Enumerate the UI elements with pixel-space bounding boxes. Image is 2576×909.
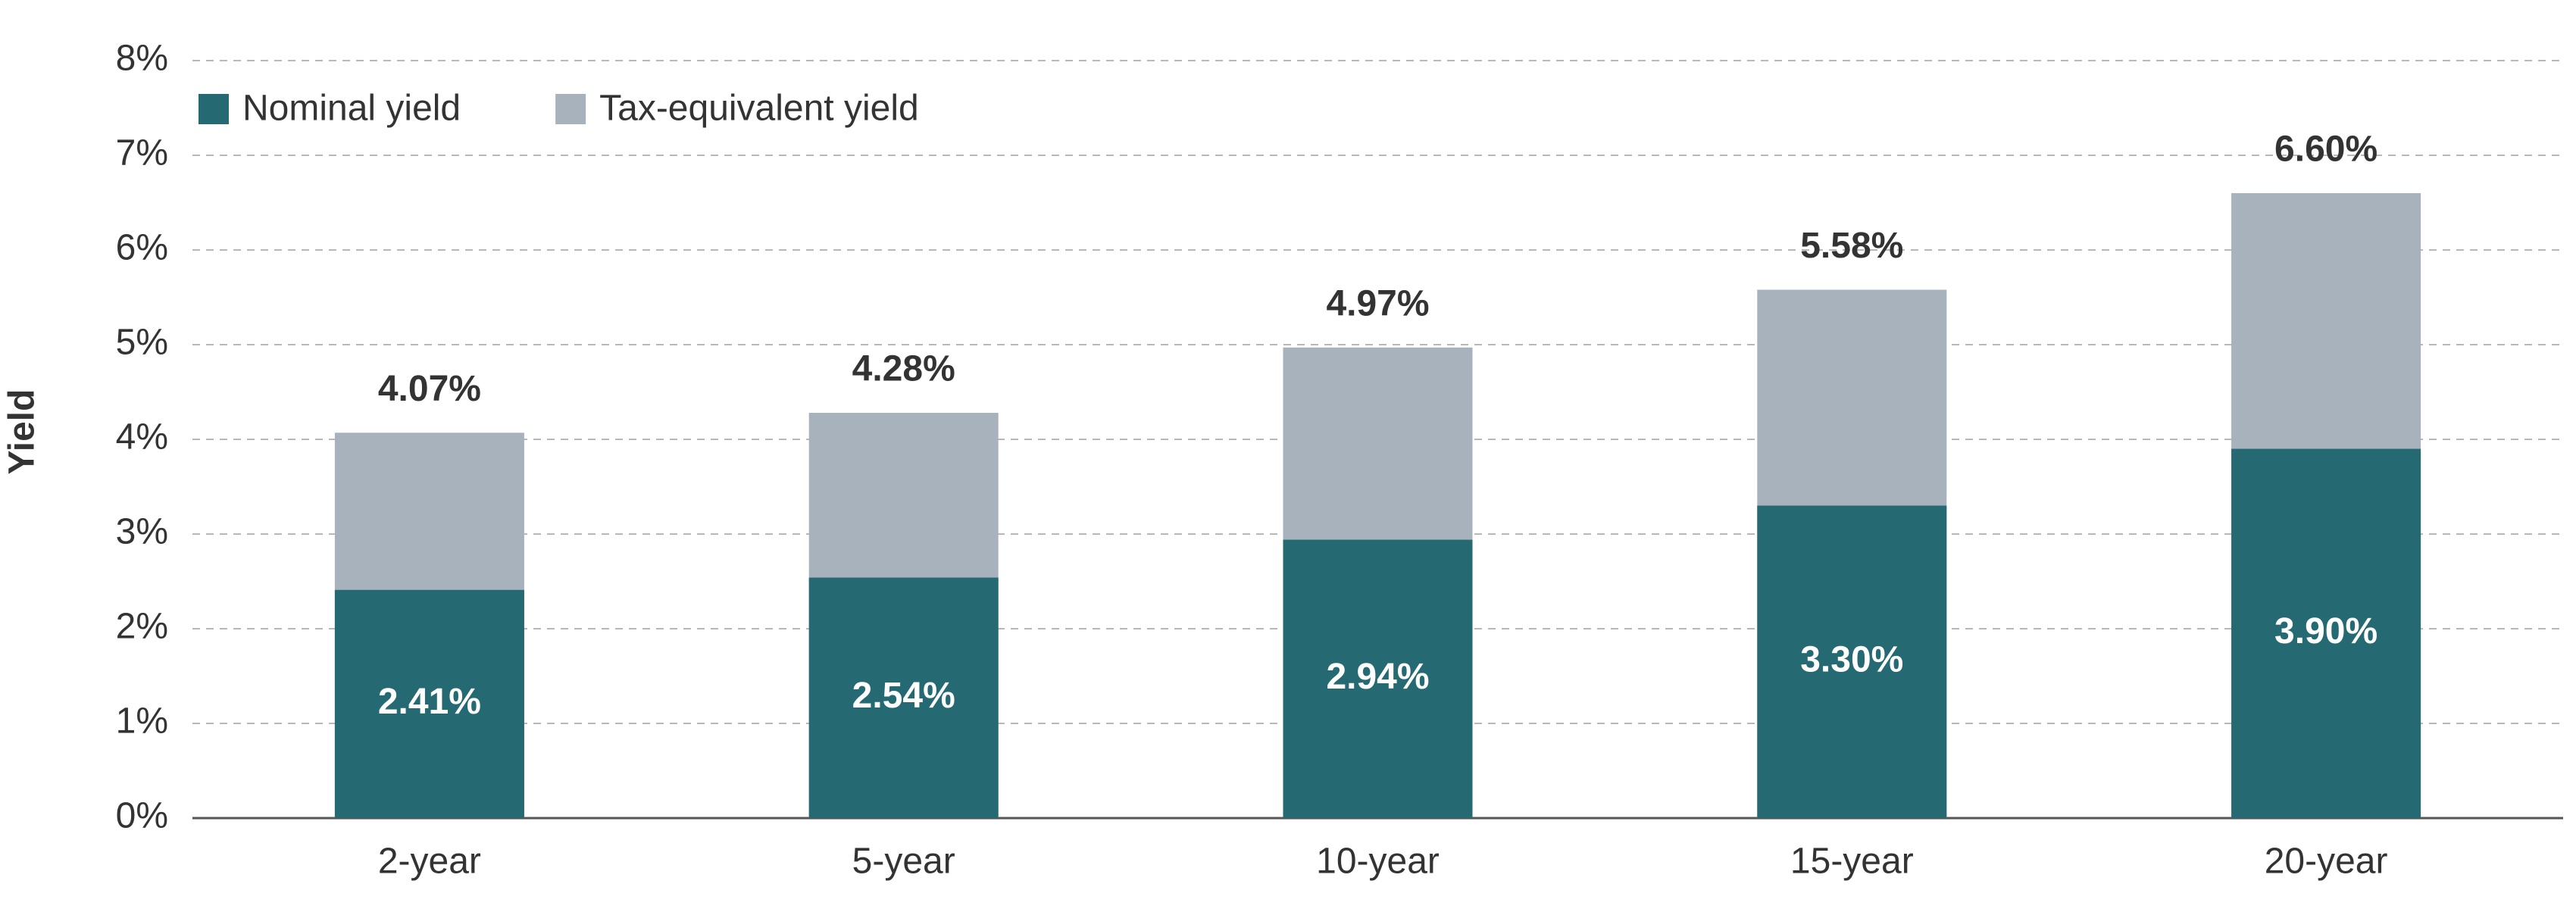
y-tick-label: 5%: [116, 323, 168, 363]
bar: [808, 577, 999, 818]
x-tick-label: 20-year: [2265, 842, 2388, 882]
bar: [1757, 505, 1947, 818]
legend-swatch: [555, 94, 586, 124]
data-label: 2.94%: [1326, 657, 1429, 697]
legend-label: Nominal yield: [242, 89, 461, 129]
y-tick-label: 4%: [116, 417, 168, 458]
data-label: 3.90%: [2274, 611, 2377, 651]
data-label: 4.28%: [852, 349, 955, 389]
x-tick-label: 2-year: [378, 842, 481, 882]
x-tick-label: 5-year: [852, 842, 955, 882]
legend-swatch: [199, 94, 229, 124]
bar: [334, 589, 524, 818]
y-tick-label: 1%: [116, 701, 168, 742]
data-label: 3.30%: [1800, 639, 1903, 679]
bar: [2231, 448, 2421, 818]
y-tick-label: 2%: [116, 607, 168, 647]
y-tick-label: 3%: [116, 512, 168, 552]
data-label: 4.97%: [1326, 283, 1429, 323]
y-axis-title: Yield: [2, 389, 42, 475]
legend-label: Tax-equivalent yield: [599, 89, 919, 129]
y-tick-label: 0%: [116, 796, 168, 836]
data-label: 2.41%: [378, 682, 481, 722]
x-tick-label: 15-year: [1790, 842, 1914, 882]
data-label: 5.58%: [1800, 226, 1903, 266]
y-tick-label: 8%: [116, 39, 168, 79]
bar: [1283, 539, 1473, 818]
data-label: 6.60%: [2274, 130, 2377, 170]
data-label: 2.54%: [852, 676, 955, 716]
data-label: 4.07%: [378, 369, 481, 409]
y-tick-label: 6%: [116, 228, 168, 268]
y-tick-label: 7%: [116, 133, 168, 173]
x-tick-label: 10-year: [1316, 842, 1440, 882]
